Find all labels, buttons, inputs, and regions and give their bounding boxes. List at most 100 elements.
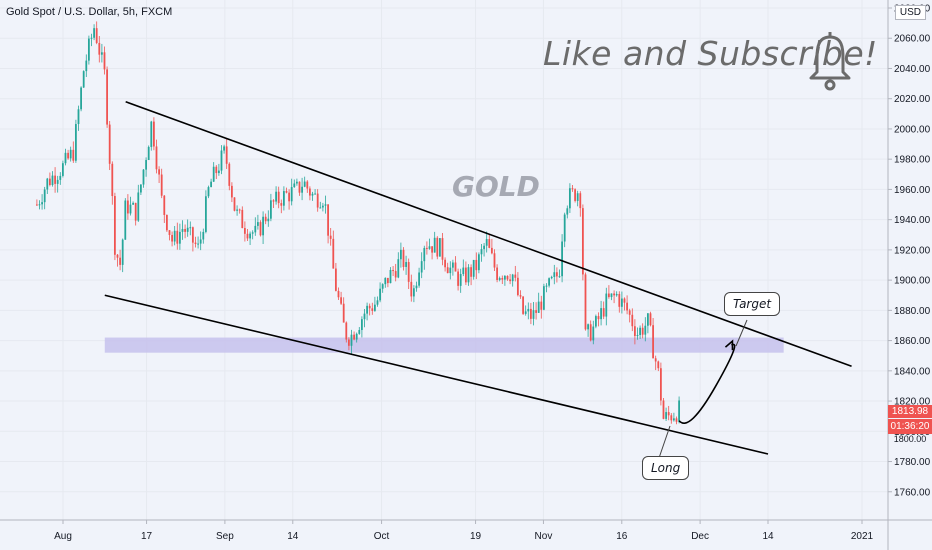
candle-body	[129, 204, 132, 214]
candle-body	[633, 326, 636, 336]
candle-body	[243, 228, 246, 234]
candle-body	[568, 188, 571, 209]
candle-body	[566, 208, 569, 215]
candle-body	[428, 246, 431, 249]
candle-body	[618, 293, 621, 307]
candle-body	[506, 275, 509, 280]
candle-body	[139, 184, 142, 193]
candle-body	[353, 334, 355, 340]
candle-body	[298, 181, 301, 193]
candle-body	[620, 298, 623, 307]
candle-body	[628, 310, 631, 315]
candle-body	[275, 191, 277, 202]
currency-button[interactable]: USD	[894, 5, 926, 20]
asset-watermark: GOLD	[452, 170, 540, 203]
candle-body	[641, 327, 644, 335]
candle-body	[93, 28, 95, 38]
trendlines	[104, 100, 852, 459]
candle-body	[659, 368, 662, 401]
candle-body	[98, 42, 101, 55]
candle-body	[191, 227, 194, 243]
candle-body	[301, 186, 303, 193]
candle-body	[384, 277, 387, 285]
candle-body	[80, 87, 82, 110]
candle-body	[527, 308, 530, 312]
candle-body	[111, 163, 114, 197]
candle-body	[488, 239, 491, 248]
candle-body	[54, 175, 56, 184]
x-tick-label: 2021	[851, 531, 874, 542]
candle-body	[594, 316, 597, 327]
candle-body	[389, 269, 392, 284]
candle-body	[345, 322, 348, 340]
candle-body	[477, 254, 480, 271]
candle-body	[501, 278, 504, 280]
x-tick-label: Oct	[374, 531, 390, 542]
candle-body	[256, 222, 259, 226]
candle-body	[498, 278, 501, 280]
bell-icon	[809, 32, 851, 91]
long-pointer	[658, 425, 671, 459]
candle-body	[483, 245, 485, 250]
candle-body	[228, 163, 231, 186]
candle-body	[267, 218, 270, 222]
candle-body	[540, 301, 543, 310]
candle-body	[85, 60, 88, 72]
candle-body	[493, 253, 496, 268]
candle-body	[610, 293, 613, 298]
candle-body	[342, 303, 345, 323]
candle-body	[176, 230, 179, 244]
y-tick-label: 2040.00	[894, 64, 931, 75]
candle-body	[241, 209, 244, 229]
candle-body	[436, 237, 439, 257]
candle-body	[368, 305, 371, 309]
candle-body	[41, 202, 43, 205]
long-callout: Long	[642, 456, 690, 480]
candle-body	[160, 174, 163, 196]
y-tick-label: 2000.00	[894, 124, 931, 135]
candle-body	[293, 183, 296, 188]
candle-body	[334, 268, 337, 291]
candle-body	[61, 163, 64, 176]
candle-body	[158, 169, 160, 175]
candle-body	[514, 274, 517, 278]
candle-body	[399, 249, 402, 260]
candle-body	[308, 188, 311, 196]
candle-body	[314, 193, 316, 195]
candle-body	[249, 233, 251, 239]
candle-body	[43, 189, 46, 203]
candle-body	[423, 247, 426, 262]
candle-body	[509, 279, 511, 282]
candle-body	[186, 227, 189, 232]
support-zone-rect	[104, 337, 784, 353]
candle-body	[678, 400, 680, 422]
candle-body	[571, 188, 574, 190]
candle-body	[516, 277, 519, 296]
candle-body	[410, 281, 413, 297]
candle-body	[51, 175, 54, 185]
candle-body	[272, 200, 275, 202]
candle-body	[535, 310, 537, 313]
candle-body	[519, 295, 522, 297]
candles	[35, 21, 680, 425]
candle-body	[589, 324, 592, 341]
candle-body	[646, 313, 649, 326]
candle-body	[295, 181, 298, 184]
candle-body	[132, 202, 134, 205]
candle-body	[376, 300, 379, 305]
x-tick-label: Nov	[535, 531, 553, 542]
candle-body	[259, 222, 262, 236]
candle-body	[441, 238, 444, 260]
candle-body	[254, 225, 257, 233]
candle-body	[194, 242, 197, 244]
candle-body	[327, 204, 329, 236]
x-tick-label: Sep	[216, 531, 234, 542]
candle-body	[371, 308, 374, 311]
candle-body	[597, 316, 600, 320]
candle-body	[181, 228, 184, 232]
candle-body	[210, 181, 212, 188]
candle-body	[280, 203, 283, 206]
candle-body	[545, 285, 548, 287]
candle-body	[67, 152, 69, 159]
